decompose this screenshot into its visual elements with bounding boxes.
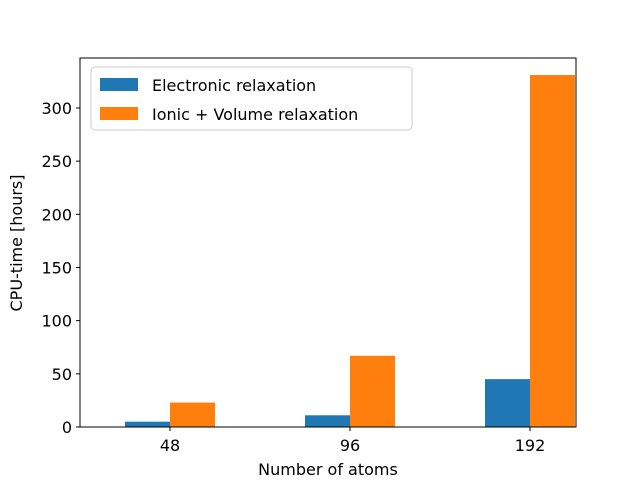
ticks-layer: 0 50 100 150 200 250 300 48 96 192 <box>41 99 545 455</box>
legend-swatch-electronic <box>100 78 138 91</box>
y-tick-label-300: 300 <box>41 99 72 118</box>
y-axis-label: CPU-time [hours] <box>7 174 26 311</box>
y-tick-label-150: 150 <box>41 258 72 277</box>
x-tick-label-48: 48 <box>160 436 180 455</box>
bar-electronic-48 <box>125 421 170 427</box>
y-tick-label-100: 100 <box>41 312 72 331</box>
x-axis-label: Number of atoms <box>258 460 398 479</box>
y-tick-label-0: 0 <box>62 418 72 437</box>
bar-ionic-volume-48 <box>170 402 215 427</box>
bar-electronic-192 <box>485 379 530 427</box>
y-tick-label-200: 200 <box>41 205 72 224</box>
bars-layer <box>125 75 575 428</box>
bar-ionic-volume-96 <box>350 355 395 427</box>
legend-label-ionic-volume: Ionic + Volume relaxation <box>152 105 358 124</box>
legend-swatch-ionic-volume <box>100 107 138 120</box>
x-tick-label-96: 96 <box>340 436 360 455</box>
legend-box <box>90 66 413 131</box>
y-tick-label-250: 250 <box>41 152 72 171</box>
legend-label-electronic: Electronic relaxation <box>152 76 316 95</box>
y-tick-label-50: 50 <box>52 365 72 384</box>
legend: Electronic relaxation Ionic + Volume rela… <box>90 66 413 131</box>
plot-frame <box>79 57 577 428</box>
bar-electronic-96 <box>305 415 350 427</box>
x-tick-label-192: 192 <box>515 436 546 455</box>
axes-layer <box>79 57 577 428</box>
bar-ionic-volume-192 <box>530 75 575 428</box>
